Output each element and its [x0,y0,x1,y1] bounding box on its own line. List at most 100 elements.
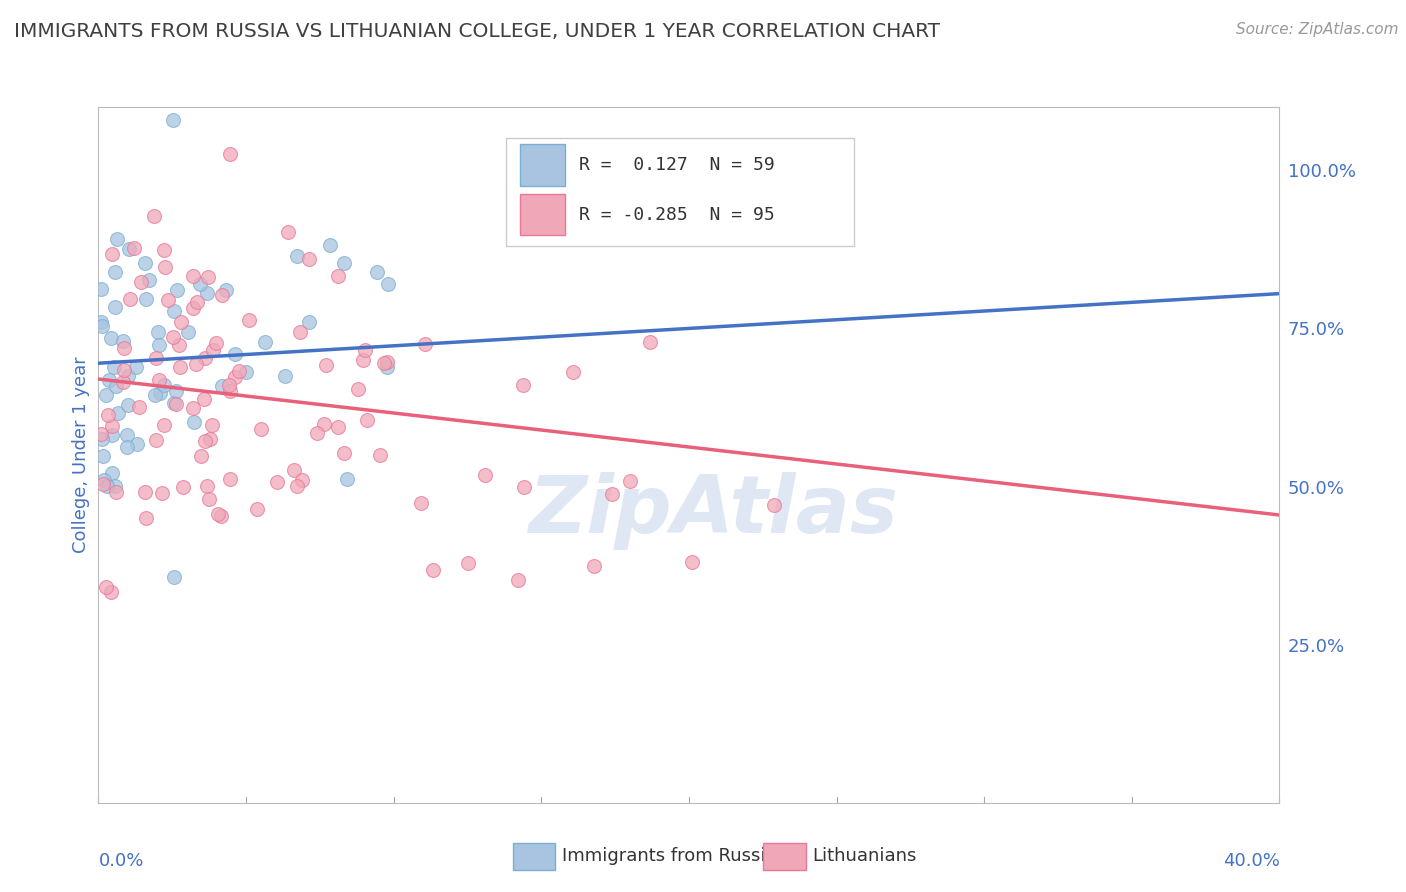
Point [763,499,786,513]
Point [413,337,436,351]
Point [193,392,215,407]
Point [474,468,496,483]
Point [91,432,114,446]
Point [90,283,112,297]
Point [134,485,156,500]
Point [135,292,157,306]
Point [153,418,176,433]
Point [112,334,135,348]
Point [153,260,176,274]
Y-axis label: College, Under 1 year: College, Under 1 year [72,357,90,553]
Point [150,486,173,500]
Point [134,256,156,270]
Point [100,585,122,599]
Text: 40.0%: 40.0% [1223,852,1279,870]
Point [149,386,172,401]
Point [638,335,661,350]
Point [288,325,311,339]
Point [104,485,127,500]
Point [117,369,139,384]
Point [104,265,127,279]
Point [135,511,157,525]
Point [169,360,191,375]
Point [287,479,309,493]
Point [91,476,114,491]
Point [197,491,219,506]
Point [177,325,200,339]
Text: R =  0.127  N = 59: R = 0.127 N = 59 [579,156,775,174]
Point [114,363,136,377]
Point [181,301,204,315]
Point [105,232,128,246]
Point [101,466,124,480]
Point [250,422,273,436]
Point [207,507,229,521]
Bar [520,194,565,235]
Point [228,364,250,378]
Point [235,365,257,379]
Point [375,355,398,369]
Point [153,377,176,392]
Point [104,479,127,493]
Point [319,237,342,252]
Point [238,313,260,327]
Point [307,425,329,440]
Point [457,557,479,571]
Point [326,420,349,434]
Point [145,351,167,365]
Point [118,242,141,256]
Point [336,472,359,486]
Point [333,446,356,460]
Point [165,384,187,399]
Point [266,475,288,490]
Point [328,269,350,284]
Point [105,379,128,393]
Text: IMMIGRANTS FROM RUSSIA VS LITHUANIAN COLLEGE, UNDER 1 YEAR CORRELATION CHART: IMMIGRANTS FROM RUSSIA VS LITHUANIAN COL… [14,22,941,41]
Point [101,246,124,260]
Point [194,434,217,449]
Point [291,473,314,487]
Point [91,318,114,333]
Point [298,315,321,329]
Point [183,416,205,430]
Point [138,273,160,287]
Point [115,428,138,442]
Point [90,426,112,441]
Point [195,479,218,493]
Point [143,388,166,402]
Point [166,283,188,297]
Point [246,502,269,516]
Point [197,270,219,285]
Bar [506,138,855,246]
Point [93,473,115,487]
Point [366,265,388,279]
Point [602,487,624,501]
Point [98,373,121,387]
Point [100,418,122,433]
Point [512,378,534,392]
Point [128,400,150,414]
Point [97,408,120,422]
Bar [520,144,565,186]
Point [619,475,641,489]
Point [183,401,205,415]
Point [163,570,186,584]
Point [277,225,299,239]
Point [170,314,193,328]
Point [146,325,169,339]
Point [122,241,145,255]
Point [513,480,536,494]
Point [156,293,179,308]
Point [201,418,224,433]
Point [583,558,606,573]
Text: R = -0.285  N = 95: R = -0.285 N = 95 [579,205,775,224]
Point [115,440,138,454]
Point [273,369,295,384]
Text: ZipAtlas: ZipAtlas [527,472,897,549]
Point [162,112,184,127]
Point [253,335,276,350]
Point [211,287,233,301]
Point [153,243,176,257]
Point [224,346,246,360]
Point [112,341,135,355]
